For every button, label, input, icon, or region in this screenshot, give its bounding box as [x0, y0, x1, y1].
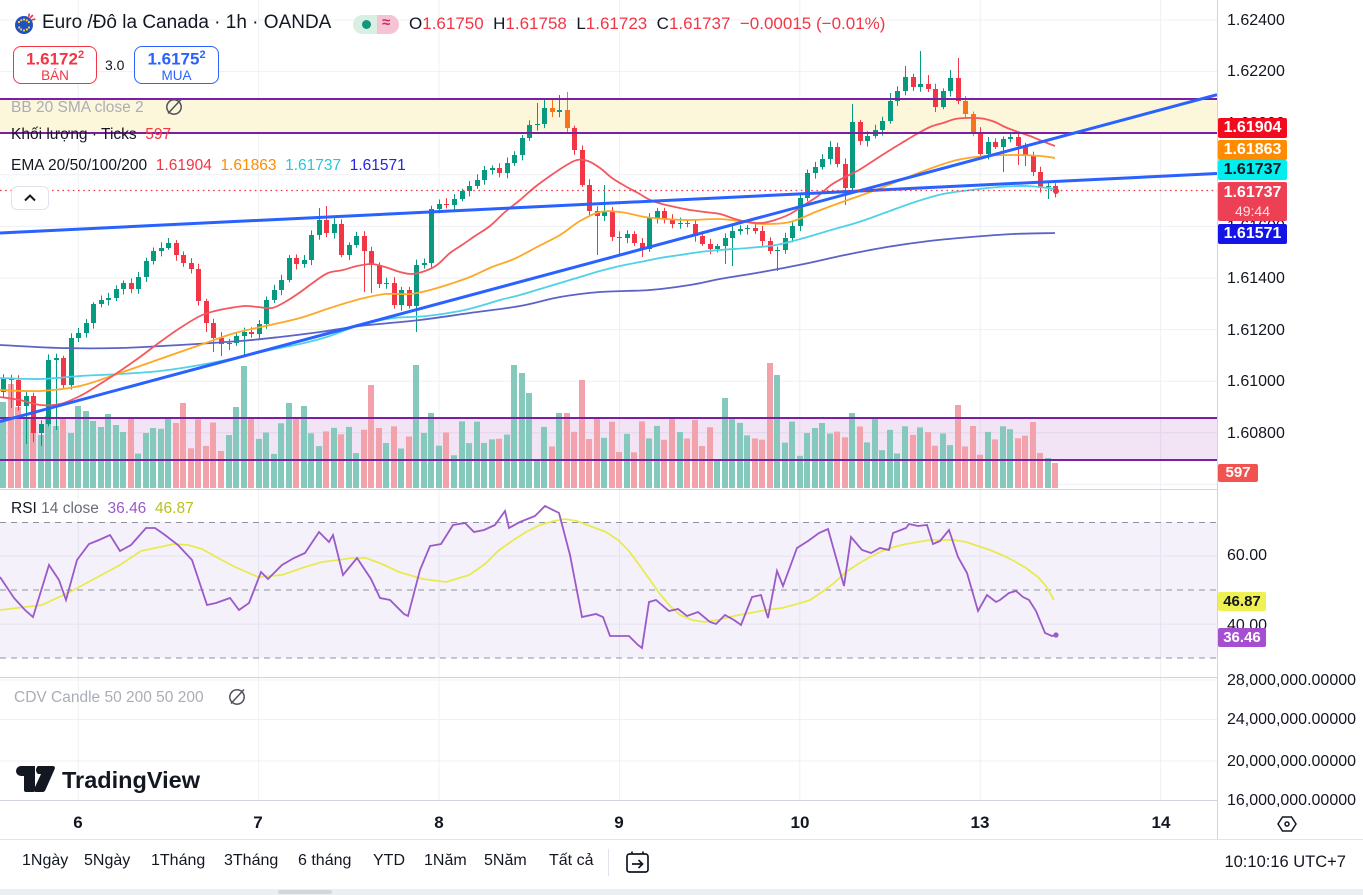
svg-text:TradingView: TradingView: [62, 767, 201, 793]
